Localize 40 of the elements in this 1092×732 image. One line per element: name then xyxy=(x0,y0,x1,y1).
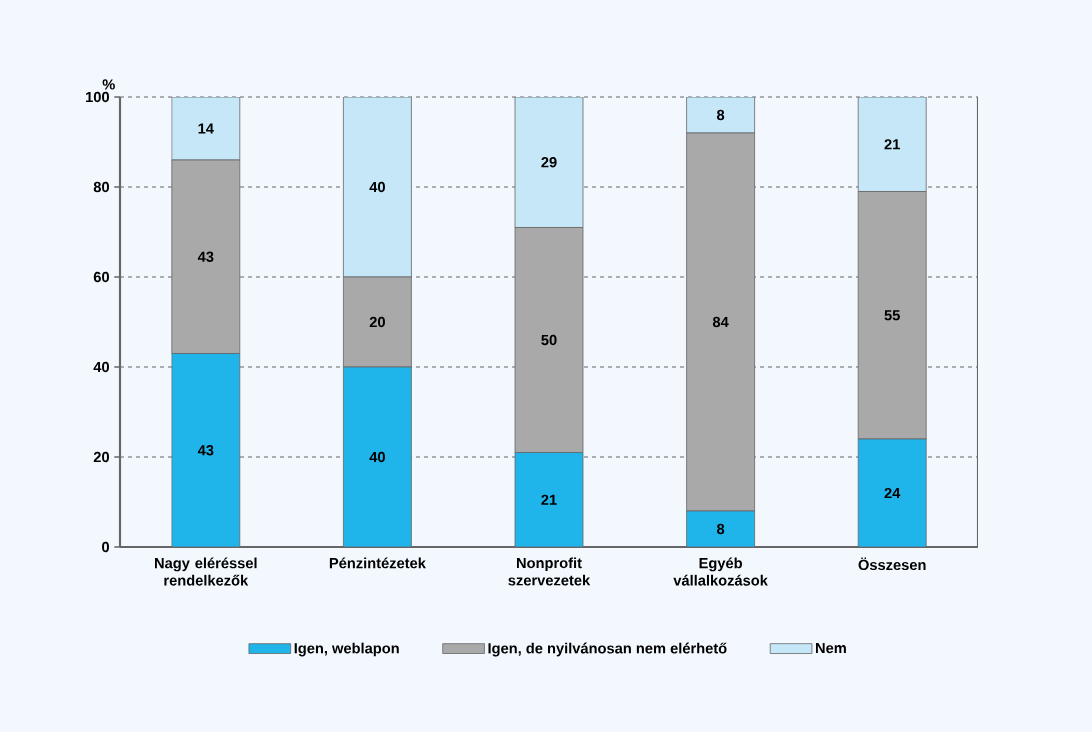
y-axis-title: % xyxy=(102,79,115,90)
bar xyxy=(343,366,412,547)
data-label: 21 xyxy=(541,494,557,505)
data-label: 84 xyxy=(712,316,729,328)
bar xyxy=(343,96,412,278)
y-tick-label: 60 xyxy=(93,271,109,283)
x-tick-label: Pénzintézetek xyxy=(329,557,426,569)
bar xyxy=(171,353,241,547)
x-tick-label: Nonprofit szervezetek xyxy=(508,557,591,586)
data-label: 8 xyxy=(716,523,725,535)
bar xyxy=(686,96,755,134)
bar xyxy=(686,510,755,547)
data-label: 8 xyxy=(716,109,725,121)
data-label: 40 xyxy=(369,181,385,193)
y-tick-label: 40 xyxy=(93,361,109,373)
data-label: 50 xyxy=(541,334,557,346)
bar xyxy=(514,96,584,228)
y-tick-label: 0 xyxy=(102,541,109,553)
bar xyxy=(171,96,241,161)
x-tick-label: Nagy eléréssel rendelkezők xyxy=(155,557,257,586)
legend-label: Nem xyxy=(815,642,846,654)
data-label: 40 xyxy=(369,451,385,463)
y-tick-label: 100 xyxy=(86,91,109,103)
legend-label: Igen, weblapon xyxy=(294,642,399,657)
data-label: 21 xyxy=(884,139,900,150)
y-tick-label: 80 xyxy=(93,181,109,193)
x-tick-label: Egyéb vállalkozások xyxy=(673,557,768,586)
data-label: 24 xyxy=(884,487,901,499)
data-label: 43 xyxy=(197,251,214,262)
bar xyxy=(857,96,927,192)
data-label: 14 xyxy=(198,123,214,134)
legend-label: Igen, de nyilvánosan nem elérhető xyxy=(488,642,727,657)
bar xyxy=(514,452,584,547)
data-label: 20 xyxy=(369,316,385,328)
y-tick-label: 20 xyxy=(93,451,109,463)
data-label: 29 xyxy=(541,157,557,168)
x-tick-label: Összesen xyxy=(858,557,926,571)
data-label: 55 xyxy=(884,310,900,321)
bar xyxy=(857,438,927,547)
data-label: 43 xyxy=(197,445,214,456)
